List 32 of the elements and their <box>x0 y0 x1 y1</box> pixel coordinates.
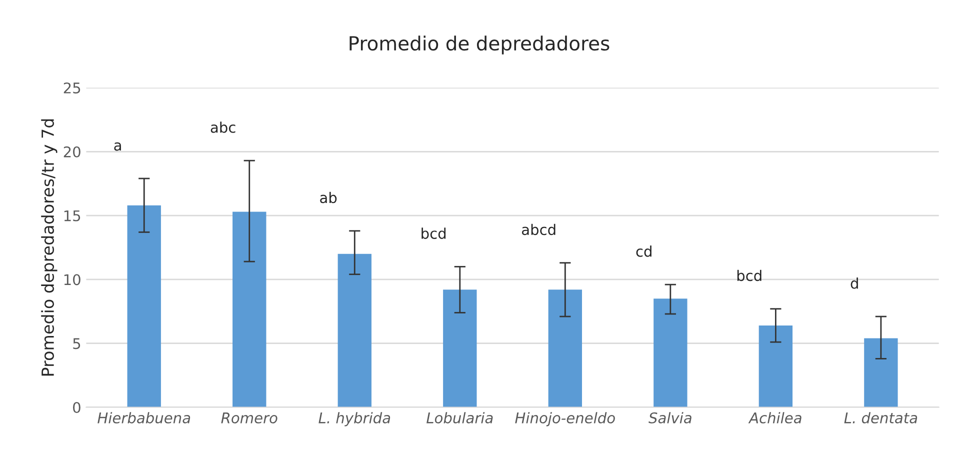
bar <box>232 212 266 408</box>
bar <box>338 254 372 408</box>
x-tick-label: L. dentata <box>844 412 918 424</box>
x-tick-label: Achilea <box>748 412 802 424</box>
chart-title: Promedio de depredadores <box>350 36 610 54</box>
annotation: bcd <box>737 270 762 282</box>
annotation: a <box>114 142 121 151</box>
y-tick-label: 25 <box>64 82 80 94</box>
y-tick-label: 5 <box>73 338 80 350</box>
annotation: ab <box>320 192 337 204</box>
y-tick-label: 0 <box>73 402 80 413</box>
annotation: d <box>850 278 858 289</box>
y-tick-label: 15 <box>64 210 80 222</box>
bar <box>654 298 688 408</box>
y-tick-label: 10 <box>64 274 80 286</box>
bar <box>127 205 161 408</box>
annotation: cd <box>636 246 652 257</box>
annotation: bcd <box>422 228 446 239</box>
bar <box>443 290 477 408</box>
annotation: abc <box>210 122 236 133</box>
x-tick-label: Hinojo-eneldo <box>515 412 615 426</box>
bar <box>758 325 793 408</box>
x-tick-label: Romero <box>221 412 278 424</box>
bar <box>864 338 898 408</box>
y-tick-label: 20 <box>64 146 80 158</box>
x-tick-label: Lobularia <box>426 412 493 424</box>
annotation: abcd <box>522 224 556 236</box>
x-tick-label: Hierbabuena <box>98 412 190 424</box>
x-tick-label: Salvia <box>648 412 692 424</box>
x-tick-label: L. hybrida <box>318 412 390 426</box>
y-axis-title: Promedio depredadores/tr y 7d <box>41 119 58 376</box>
bar <box>548 290 582 408</box>
